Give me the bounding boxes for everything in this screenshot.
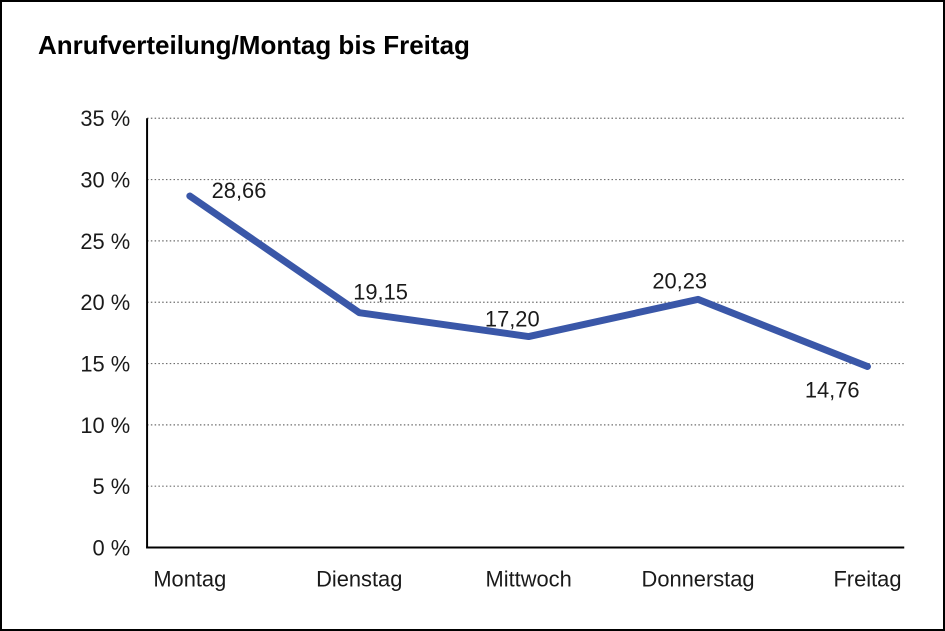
y-tick-label: 10 %: [80, 413, 130, 438]
point-value-label: 14,76: [805, 377, 860, 402]
y-tick-label: 5 %: [93, 474, 131, 499]
x-tick-label: Freitag: [833, 566, 901, 591]
x-tick-label: Montag: [153, 566, 226, 591]
gridlines: [147, 117, 905, 487]
point-value-label: 19,15: [353, 280, 408, 305]
data-line: [186, 192, 871, 370]
y-tick-label: 35 %: [80, 106, 130, 131]
y-tick-label: 0 %: [93, 535, 131, 560]
chart-title: Anrufverteilung/Montag bis Freitag: [38, 30, 470, 60]
x-tick-label: Mittwoch: [486, 566, 572, 591]
x-tick-labels: Montag Dienstag Mittwoch Donnerstag Freitag: [153, 566, 901, 591]
axes: [146, 118, 905, 549]
x-tick-label: Dienstag: [316, 566, 402, 591]
point-value-label: 28,66: [212, 178, 267, 203]
x-tick-label: Donnerstag: [642, 566, 755, 591]
y-tick-label: 25 %: [80, 229, 130, 254]
point-value-label: 17,20: [485, 307, 540, 332]
point-labels: 28,66 19,15 17,20 20,23 14,76: [212, 178, 860, 402]
point-value-label: 20,23: [652, 268, 707, 293]
y-tick-label: 30 %: [80, 168, 130, 193]
y-tick-labels: 0 % 5 % 10 % 15 % 20 % 25 % 30 % 35 %: [80, 106, 130, 560]
y-tick-label: 15 %: [80, 351, 130, 376]
y-tick-label: 20 %: [80, 290, 130, 315]
